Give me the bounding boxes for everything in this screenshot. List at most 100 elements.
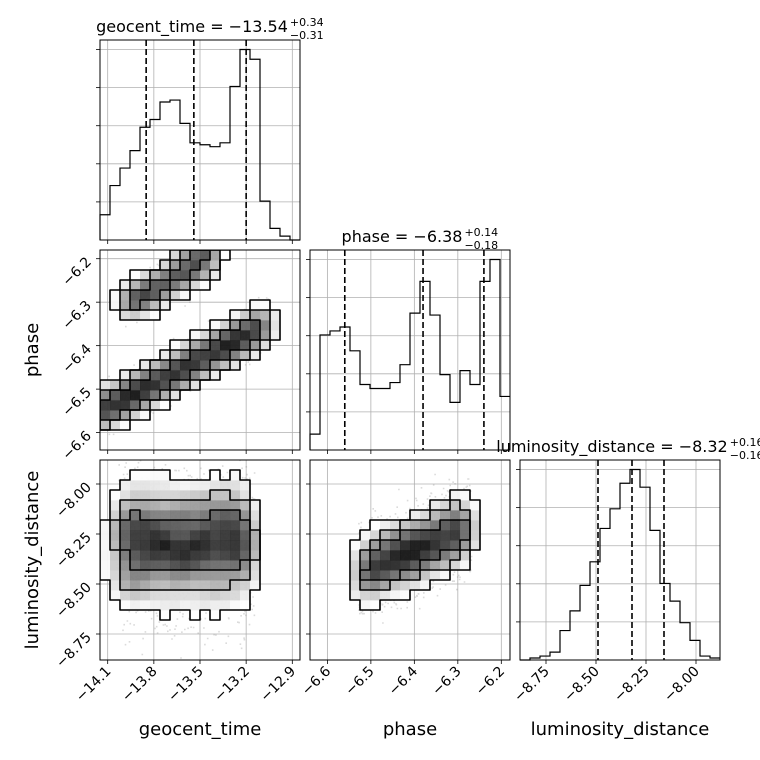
density-cell <box>180 340 191 351</box>
density-cell <box>380 540 391 551</box>
density-cell <box>270 320 281 331</box>
density-cell <box>160 400 171 411</box>
title-upper-error: +0.16 <box>730 436 760 449</box>
density-cell <box>180 540 191 551</box>
density-cell <box>110 590 121 601</box>
density-cell <box>160 580 171 591</box>
density-cell <box>180 570 191 581</box>
density-cell <box>420 540 431 551</box>
y-tick-label: −8.00 <box>53 480 95 522</box>
density-cell <box>170 250 181 261</box>
density-cell <box>230 330 241 341</box>
density-cell <box>360 580 371 591</box>
density-cell <box>400 530 411 541</box>
density-cell <box>250 550 261 561</box>
histogram-panel-luminosity_distance: luminosity_distance = −8.32 +0.16−0.16 <box>496 436 760 664</box>
density-cell <box>240 590 251 601</box>
density-cell <box>350 580 361 591</box>
density-cell <box>170 490 181 501</box>
density-cell <box>220 600 231 611</box>
density-cell <box>150 520 161 531</box>
density-cell <box>210 530 221 541</box>
density-cell <box>420 550 431 561</box>
density-cell <box>420 570 431 581</box>
density-cell <box>360 590 371 601</box>
density-cell <box>170 550 181 561</box>
density-cell <box>130 580 141 591</box>
density-cell <box>210 250 221 261</box>
density-cell <box>120 300 131 311</box>
density-cell <box>220 490 231 501</box>
density-cell <box>190 500 201 511</box>
density-cell <box>140 400 151 411</box>
density-cell <box>250 500 261 511</box>
panel-frame <box>309 249 511 451</box>
density-cell <box>210 520 221 531</box>
density-cell <box>160 560 171 571</box>
panel-content <box>100 460 261 659</box>
density-cell <box>140 580 151 591</box>
density-cell <box>130 290 141 301</box>
density-cell <box>230 340 241 351</box>
density-cell <box>150 560 161 571</box>
density-cell <box>410 520 421 531</box>
density-cell <box>190 510 201 521</box>
x-tick-label: −6.2 <box>473 664 508 699</box>
density-cell <box>140 360 151 371</box>
density-cell <box>430 550 441 561</box>
density-cell <box>160 600 171 611</box>
x-tick-label: −12.9 <box>257 664 299 706</box>
density-cell <box>360 570 371 581</box>
density-cell <box>380 590 391 601</box>
density-cell <box>240 530 251 541</box>
density-cell <box>140 470 151 481</box>
contour-level <box>100 250 261 421</box>
histogram-panel-geocent_time: geocent_time = −13.54 +0.34−0.31 <box>96 16 324 244</box>
density-cell <box>160 390 171 401</box>
density-cell <box>230 560 241 571</box>
density-cell <box>230 490 241 501</box>
density-cell <box>150 370 161 381</box>
x-axis-label-geocent_time: geocent_time <box>139 719 262 740</box>
title-lower-error: −0.31 <box>290 29 324 42</box>
density-cell <box>120 520 131 531</box>
density-cell <box>140 310 151 321</box>
density-cell <box>190 520 201 531</box>
density-cell <box>410 530 421 541</box>
contour-level <box>119 509 251 571</box>
density-cell <box>390 560 401 571</box>
density-cell <box>130 380 141 391</box>
density-cell <box>180 510 191 521</box>
density-cell <box>130 300 141 311</box>
density-cell <box>160 540 171 551</box>
density-cell <box>440 540 451 551</box>
histogram-title-geocent_time: geocent_time = −13.54 <box>96 17 288 37</box>
density-cell <box>440 510 451 521</box>
density-cell <box>170 280 181 291</box>
y-axis-label-phase: phase <box>22 323 43 377</box>
density-cell <box>220 540 231 551</box>
density-cell <box>110 380 121 391</box>
x-tick-label: −6.6 <box>299 663 334 698</box>
density-cell <box>220 500 231 511</box>
scatter-panel-luminosity_distance_vs_geocent_time <box>96 459 301 664</box>
density-cell <box>200 270 211 281</box>
density-cell <box>110 390 121 401</box>
density-cell <box>160 360 171 371</box>
density-cell <box>370 570 381 581</box>
density-cell <box>140 530 151 541</box>
density-cell <box>370 580 381 591</box>
y-tick-label: −8.75 <box>53 630 95 672</box>
density-cell <box>130 400 141 411</box>
panel-content <box>349 473 481 624</box>
density-cell <box>410 510 421 521</box>
density-cell <box>460 550 471 561</box>
contour-level <box>100 469 261 621</box>
panel-content <box>100 250 281 436</box>
density-cell <box>210 330 221 341</box>
density-cell <box>240 540 251 551</box>
density-cell <box>130 530 141 541</box>
density-cell <box>370 550 381 561</box>
density-cell <box>210 580 221 591</box>
density-cell <box>400 520 411 531</box>
